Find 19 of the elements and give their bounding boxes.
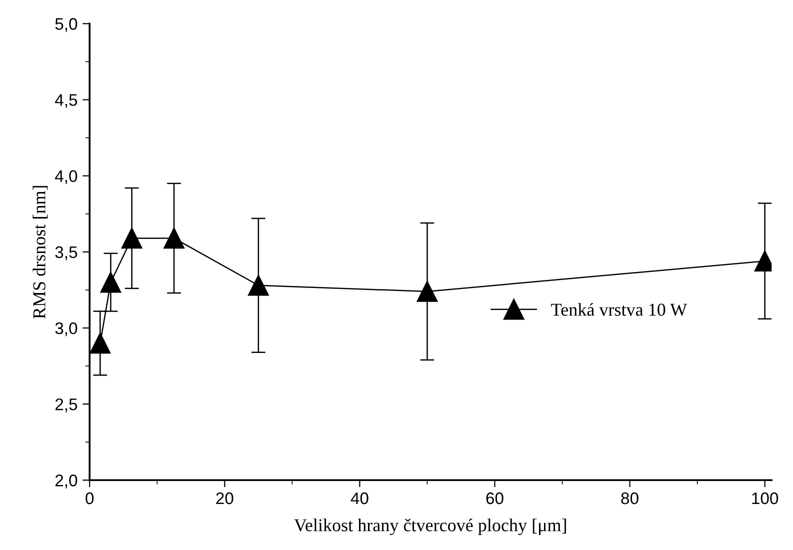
x-tick-label: 20 — [216, 492, 234, 504]
x-tick-label: 80 — [621, 492, 638, 504]
y-tick-label: 4,5 — [55, 94, 78, 108]
x-axis-title: Velikost hrany čtvercové plochy [μm] — [294, 518, 566, 536]
point — [416, 281, 438, 302]
y-axis-title: RMS drsnost [nm] — [32, 186, 48, 319]
y-tick-label: 5,0 — [55, 18, 78, 32]
point — [248, 274, 269, 296]
x-tick-label: 40 — [350, 492, 368, 504]
y-tick-label: 3,5 — [55, 246, 78, 260]
y-tick-label: 2,5 — [55, 398, 78, 412]
x-tick-label: 60 — [486, 492, 504, 504]
x-tick-label: 100 — [752, 492, 778, 504]
y-tick-label: 3,0 — [55, 322, 78, 336]
y-tick-label: 4,0 — [55, 170, 78, 184]
y-tick-label: 2,0 — [55, 474, 78, 488]
point — [164, 228, 184, 249]
legend-label: Tenká vrstva 10 W — [551, 303, 688, 316]
x-tick-label: 0 — [86, 492, 94, 504]
